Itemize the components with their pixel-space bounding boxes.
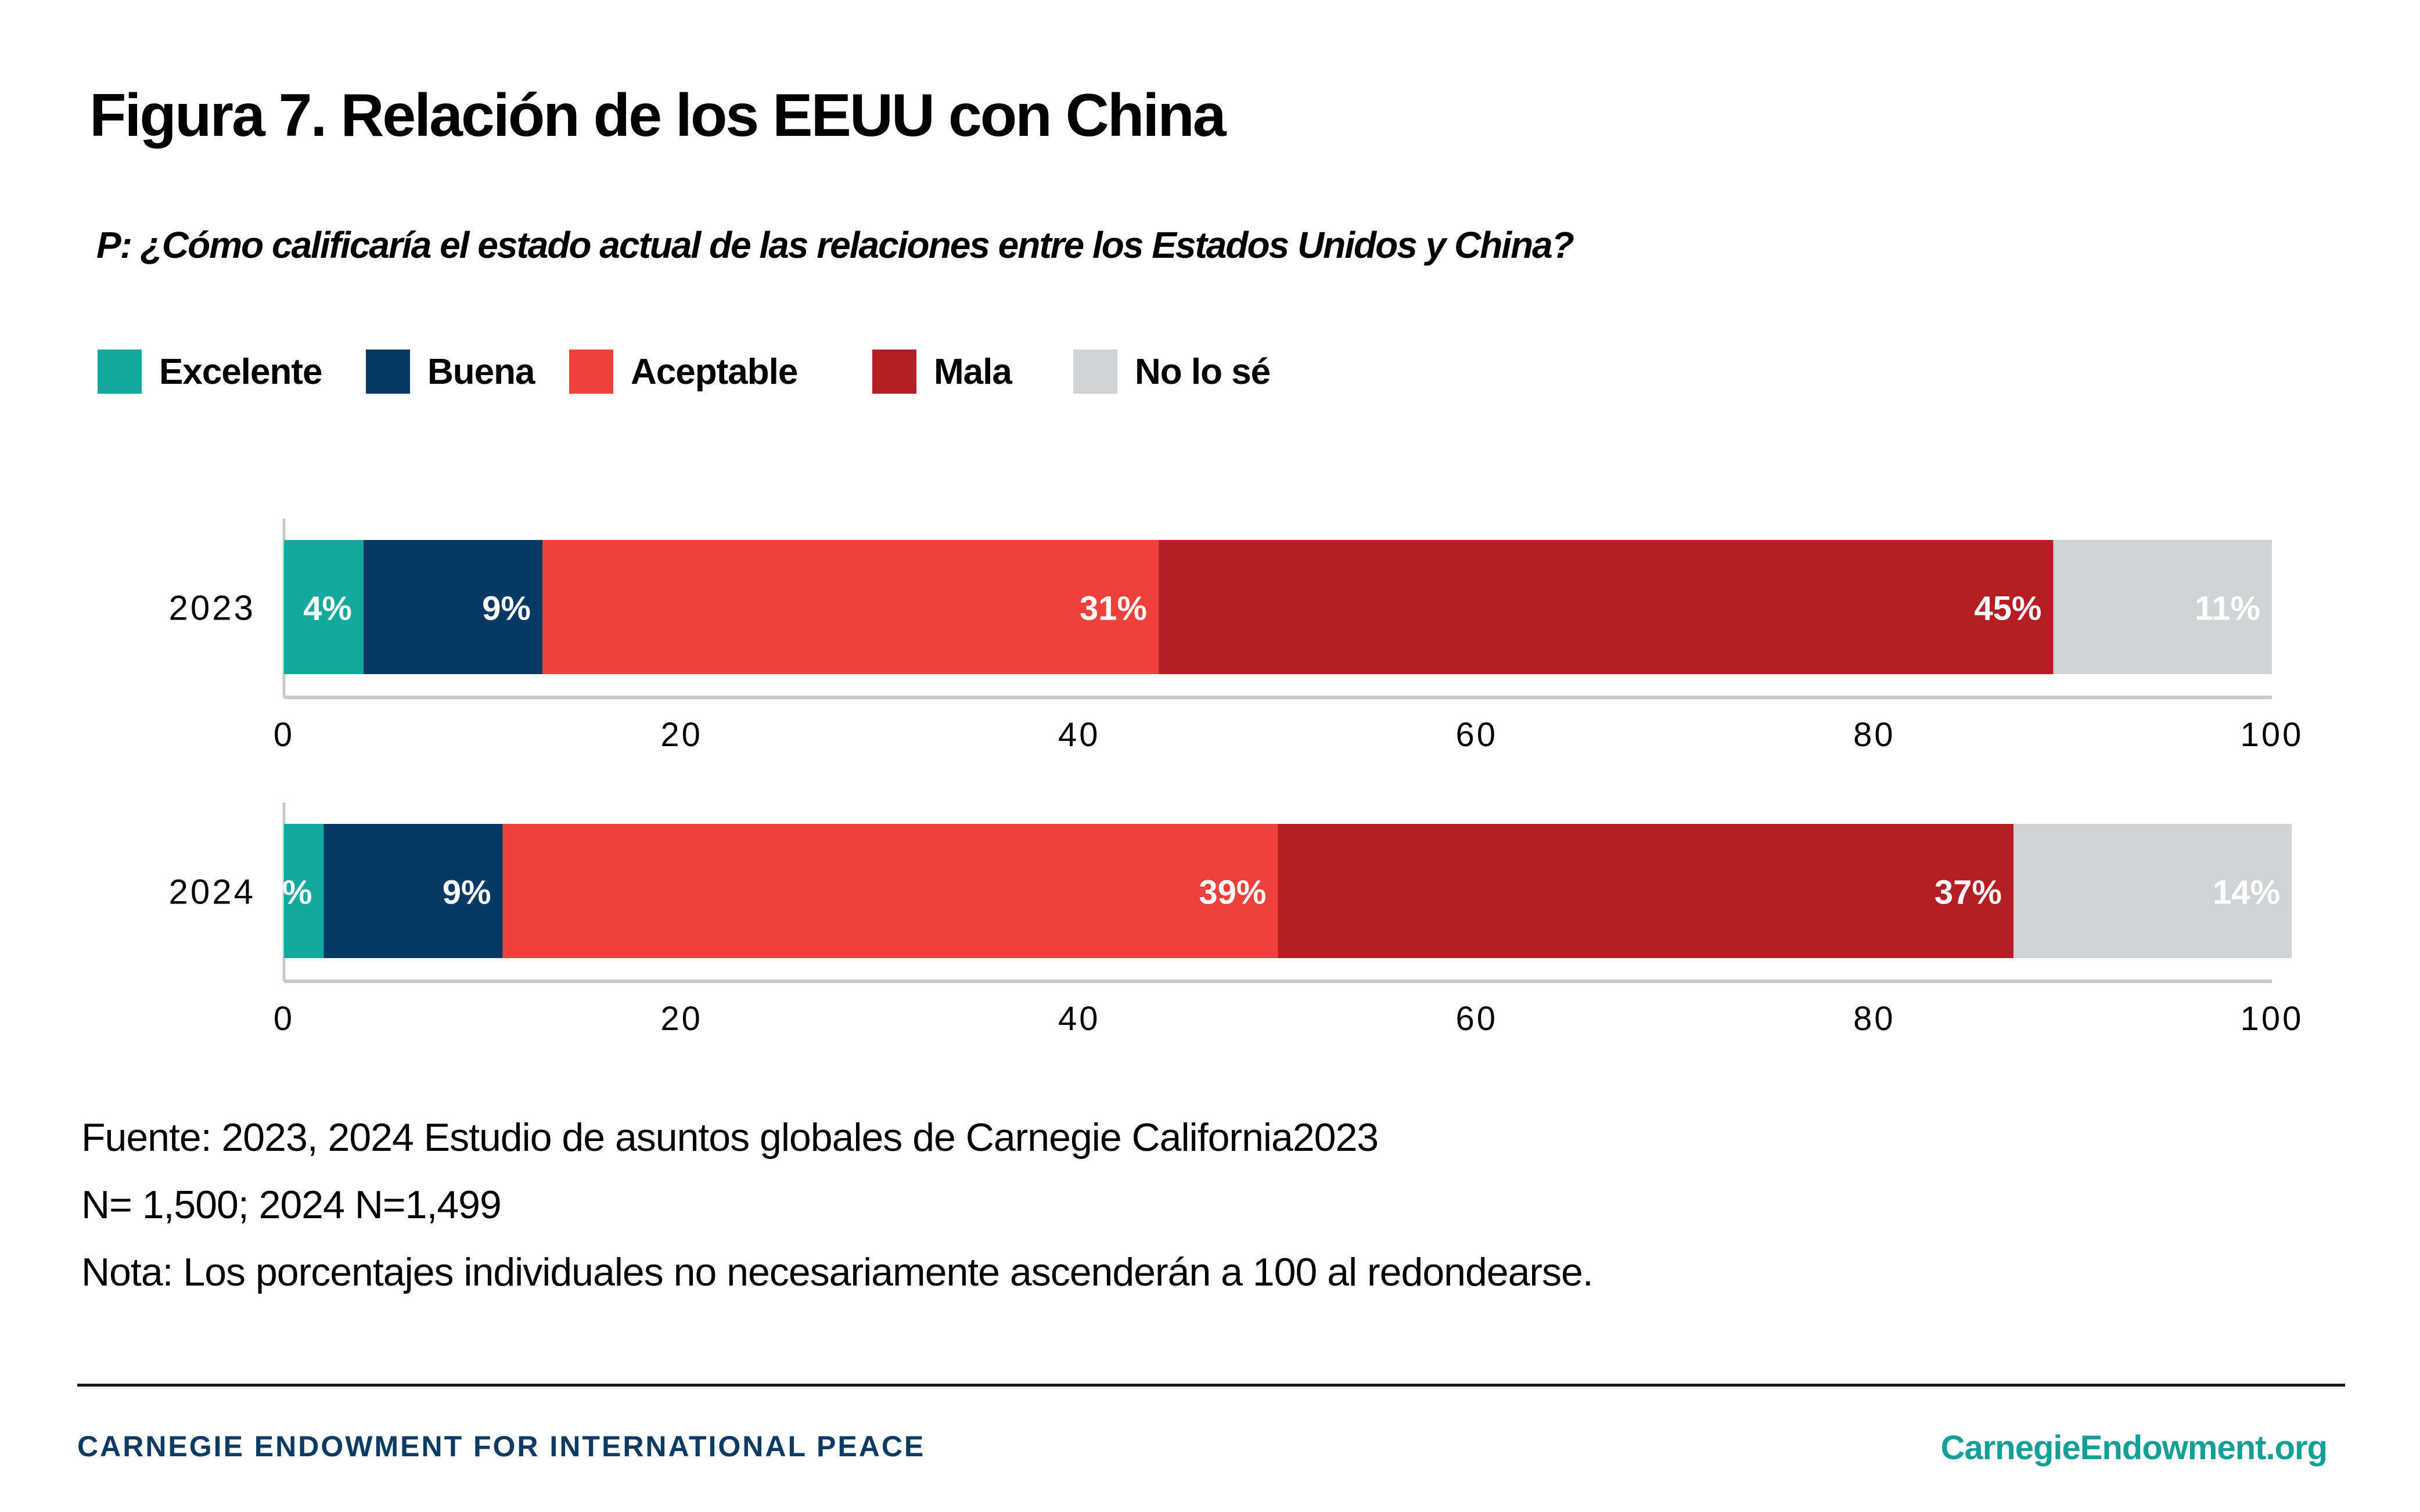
bar-segment-2023-no-lo-se — [2053, 540, 2272, 674]
data-label: 4% — [303, 590, 352, 628]
bar-segment-2024-mala — [1278, 824, 2014, 958]
legend-swatch-no-lo-se — [1073, 350, 1117, 394]
legend-label: Buena — [427, 351, 535, 392]
legend-item-aceptable: Aceptable — [569, 348, 798, 395]
bar-segment-2024-no-lo-se — [2013, 824, 2292, 958]
x-tick-label: 20 — [660, 1000, 703, 1038]
legend-swatch-mala — [872, 350, 916, 394]
chart-title: Figura 7. Relación de los EEUU con China — [89, 82, 1227, 149]
footnote-source: Fuente: 2023, 2024 Estudio de asuntos gl… — [81, 1115, 1379, 1160]
legend-swatch-excelente — [98, 350, 142, 394]
data-label: 9% — [482, 590, 531, 628]
legend-item-mala: Mala — [872, 348, 1012, 395]
x-tick-label: 100 — [2241, 716, 2304, 754]
x-tick-label: 20 — [660, 716, 703, 754]
x-tick-label: 80 — [1853, 1000, 1896, 1038]
data-label: 37% — [1934, 874, 2002, 912]
bar-segment-2023-mala — [1159, 540, 2054, 674]
legend-swatch-aceptable — [569, 350, 613, 394]
legend-label: Aceptable — [631, 351, 798, 392]
data-label: 11% — [2195, 590, 2260, 628]
bar-segment-2024-aceptable — [502, 824, 1278, 958]
legend-item-buena: Buena — [366, 348, 535, 395]
x-tick-label: 0 — [274, 1000, 294, 1038]
legend-label: Mala — [934, 351, 1012, 392]
footer-website-link[interactable]: CarnegieEndowment.org — [1940, 1429, 2328, 1467]
legend-label: Excelente — [159, 351, 323, 392]
footer-divider — [77, 1384, 2345, 1387]
x-tick-label: 40 — [1058, 716, 1101, 754]
legend-swatch-buena — [366, 350, 410, 394]
data-label: 45% — [1974, 590, 2041, 628]
data-label: 31% — [1080, 590, 1147, 628]
x-tick-label: 40 — [1058, 1000, 1101, 1038]
x-tick-label: 60 — [1456, 716, 1498, 754]
chart-subtitle-question: P: ¿Cómo calificaría el estado actual de… — [96, 224, 1574, 266]
data-label: 2% — [264, 874, 312, 912]
data-label: 14% — [2213, 874, 2280, 912]
data-label: 39% — [1199, 874, 1266, 912]
data-label: 9% — [443, 874, 491, 912]
x-tick-label: 60 — [1456, 1000, 1498, 1038]
x-tick-label: 100 — [2241, 1000, 2304, 1038]
x-tick-label: 80 — [1853, 716, 1896, 754]
footnote-note: Nota: Los porcentajes individuales no ne… — [81, 1250, 1594, 1294]
bar-segment-2023-aceptable — [542, 540, 1159, 674]
category-label-2024: 2024 — [169, 873, 256, 912]
legend-label: No lo sé — [1135, 351, 1271, 392]
legend-item-excelente: Excelente — [98, 348, 323, 395]
footer-organization-name: CARNEGIE ENDOWMENT FOR INTERNATIONAL PEA… — [77, 1430, 926, 1463]
legend-item-no-lo-se: No lo sé — [1073, 348, 1271, 395]
x-tick-label: 0 — [274, 716, 294, 754]
bar-segment-2023-excelente — [284, 540, 364, 674]
bar-segment-2023-buena — [363, 540, 542, 674]
footnote-sample-size: N= 1,500; 2024 N=1,499 — [81, 1183, 502, 1227]
category-label-2023: 2023 — [169, 589, 256, 628]
bar-segment-2024-excelente — [284, 824, 324, 958]
bar-segment-2024-buena — [323, 824, 503, 958]
